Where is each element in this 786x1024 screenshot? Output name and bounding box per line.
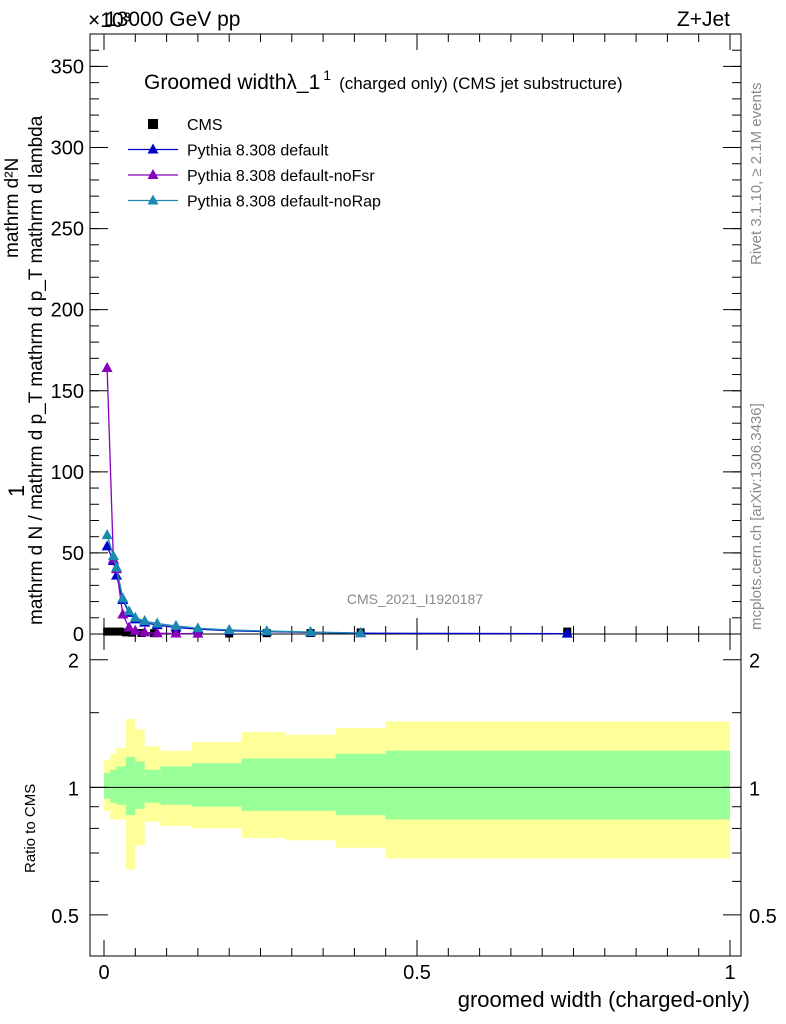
series-point-2	[151, 627, 163, 638]
cms-point	[103, 627, 112, 636]
ratio-y-tick-label: 1	[68, 778, 79, 800]
series-point-3	[261, 625, 273, 636]
ratio-band-inner-6	[160, 766, 192, 805]
legend-label: Pythia 8.308 default-noRap	[187, 194, 381, 211]
cms-point	[109, 627, 118, 636]
series-point-3	[107, 550, 119, 561]
cms-point	[115, 627, 124, 636]
legend-marker-cms	[148, 119, 158, 129]
exponent-label: ×10³	[88, 9, 131, 32]
series-point-3	[192, 622, 204, 633]
series-point-2	[117, 608, 129, 619]
y-tick-label: 200	[51, 300, 84, 322]
cms-point	[121, 628, 130, 637]
ratio-bands	[104, 718, 730, 870]
series-point-3	[129, 611, 141, 622]
ratio-band-inner-2	[116, 766, 126, 805]
ratio-band-inner-5	[144, 769, 161, 803]
series-layer	[101, 362, 573, 638]
ratio-band-inner-7	[191, 763, 242, 807]
series-point-2	[170, 627, 182, 638]
series-point-3	[305, 626, 317, 637]
analysis-label: CMS_2021_I1920187	[347, 591, 483, 607]
ratio-band-inner-10	[335, 753, 386, 816]
ratio-band-inner-4	[135, 761, 145, 809]
series-point-3	[355, 627, 367, 638]
x-tick-label: 0	[98, 962, 109, 984]
series-point-3	[101, 529, 113, 540]
ratio-band-inner-1	[110, 769, 117, 803]
y-tick-label: 300	[51, 138, 84, 160]
series-point-3	[139, 615, 151, 626]
ratio-y-tick-label-right: 2	[749, 651, 760, 673]
ratio-band-inner-11	[385, 750, 730, 820]
y-tick-label: 100	[51, 462, 84, 484]
ratio-band-inner-9	[285, 758, 336, 811]
series-point-2	[139, 626, 151, 637]
legend-marker	[147, 143, 159, 154]
legend: CMS Pythia 8.308 default Pythia 8.308 defa…	[128, 117, 381, 211]
legend-marker	[147, 194, 159, 205]
series-point-3	[170, 619, 182, 630]
ratio-y-tick-label: 0.5	[51, 906, 79, 928]
axis-ticks: 0 0.5 1 0 50 100 150 200 250 300 350 0.5 0.5 1 1 2 2	[51, 33, 777, 984]
legend-label: Pythia 8.308 default-noFsr	[187, 168, 375, 185]
series-point-3	[123, 605, 135, 616]
series-point-3	[117, 592, 129, 603]
series-point-2	[192, 627, 204, 638]
series-point-3	[151, 617, 163, 628]
x-tick-label: 1	[724, 962, 735, 984]
chart-title: Groomed widthλ_1 1 (charged only) (CMS jet…	[144, 67, 623, 94]
energy-label: 13000 GeV pp	[105, 8, 241, 31]
x-axis-label: groomed width (charged-only)	[458, 987, 750, 1012]
ratio-y-tick-label-right: 0.5	[749, 906, 777, 928]
series-point-1	[111, 569, 123, 580]
legend-marker	[147, 169, 159, 179]
process-label: Z+Jet	[676, 8, 730, 31]
ratio-band-inner-3	[125, 756, 136, 816]
ratio-plot-frame	[89, 633, 742, 957]
series-point-1	[101, 540, 113, 551]
ratio-band-inner-8	[241, 758, 286, 811]
y-tick-label: 250	[51, 219, 84, 241]
ratio-y-tick-label-right: 1	[749, 778, 760, 800]
series-point-2	[123, 621, 135, 632]
x-tick-label: 0.5	[403, 962, 431, 984]
y-tick-label: 0	[73, 624, 84, 646]
legend-label: Pythia 8.308 default	[187, 143, 329, 160]
ratio-y-tick-label: 2	[68, 651, 79, 673]
series-point-1	[561, 627, 573, 638]
y-tick-label: 350	[51, 56, 84, 78]
series-point-3	[111, 561, 123, 572]
ratio-band-inner-0	[104, 773, 111, 799]
legend-label: CMS	[187, 117, 223, 134]
series-point-2	[129, 624, 141, 635]
y-tick-label: 150	[51, 381, 84, 403]
series-point-3	[223, 623, 235, 634]
series-line-3	[106, 534, 361, 634]
y-tick-label: 50	[62, 543, 84, 565]
series-point-2	[101, 362, 113, 373]
